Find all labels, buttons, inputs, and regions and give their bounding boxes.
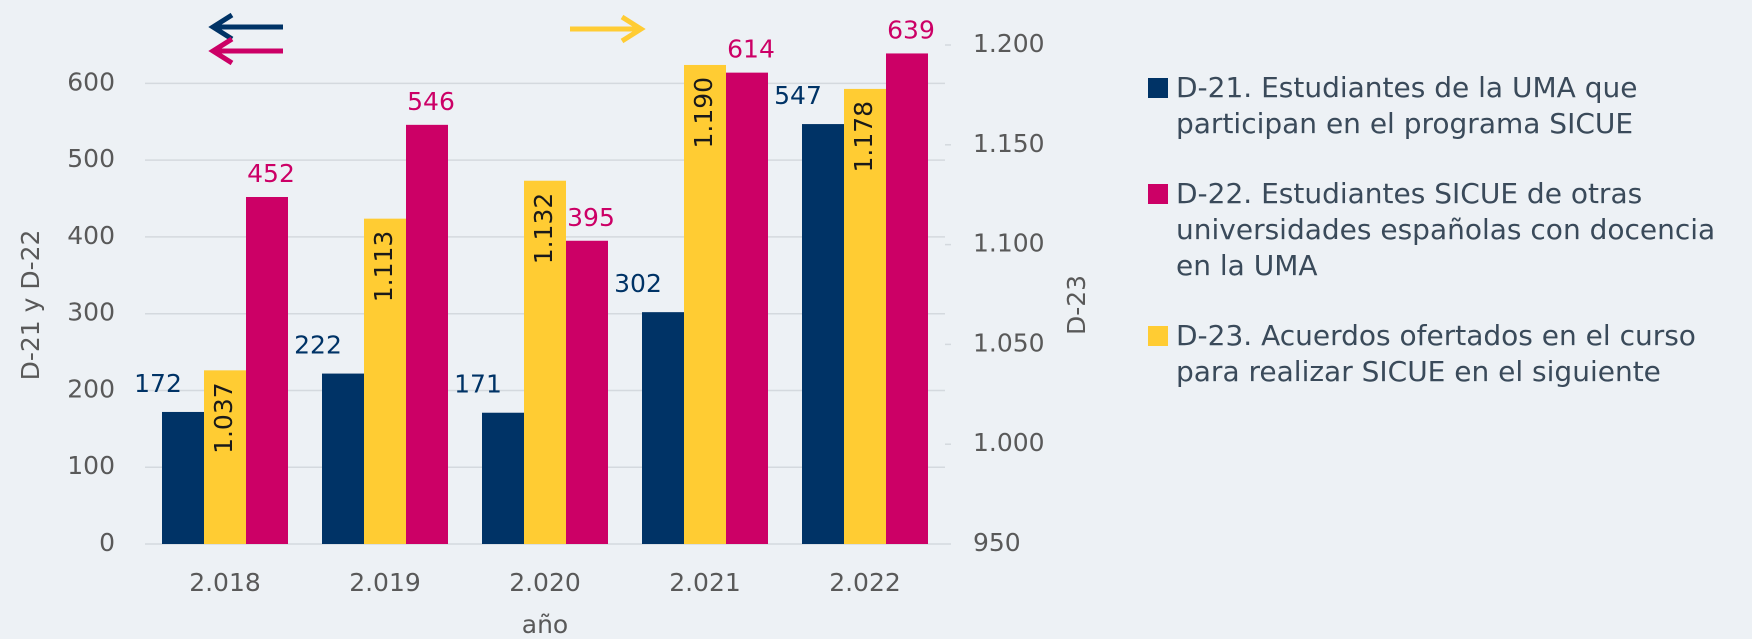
y-axis-title: D-21 y D-22 bbox=[16, 230, 45, 381]
bar bbox=[802, 124, 844, 544]
y-tick-label: 0 bbox=[99, 528, 115, 557]
legend-item: D-21. Estudiantes de la UMA que particip… bbox=[1148, 70, 1748, 142]
y2-tick-label: 1.000 bbox=[973, 428, 1045, 457]
x-tick-label: 2.018 bbox=[189, 568, 261, 597]
value-label: 1.132 bbox=[529, 193, 558, 265]
bar bbox=[246, 197, 288, 544]
value-label: 222 bbox=[294, 331, 342, 360]
value-label: 1.037 bbox=[209, 382, 238, 454]
bar bbox=[524, 180, 566, 544]
y-tick-label: 300 bbox=[67, 298, 115, 327]
x-tick-label: 2.022 bbox=[829, 568, 901, 597]
bar bbox=[204, 370, 246, 544]
y2-tick-label: 1.150 bbox=[973, 129, 1045, 158]
value-label: 547 bbox=[774, 81, 822, 110]
bar bbox=[482, 412, 524, 544]
legend-label: D-22. Estudiantes SICUE de otras univers… bbox=[1176, 177, 1716, 282]
value-label: 614 bbox=[727, 35, 775, 64]
legend-swatch bbox=[1148, 78, 1168, 98]
legend-item: D-23. Acuerdos ofertados en el curso par… bbox=[1148, 318, 1748, 390]
y-tick-label: 600 bbox=[67, 67, 115, 96]
y2-tick-label: 1.050 bbox=[973, 328, 1045, 357]
bar bbox=[844, 88, 886, 545]
value-label: 172 bbox=[134, 369, 182, 398]
bar bbox=[162, 411, 204, 544]
x-tick-label: 2.019 bbox=[349, 568, 421, 597]
bar bbox=[886, 53, 928, 545]
bar bbox=[406, 124, 448, 544]
bar bbox=[364, 218, 406, 545]
value-label: 302 bbox=[614, 269, 662, 298]
legend-label: D-23. Acuerdos ofertados en el curso par… bbox=[1176, 319, 1696, 388]
legend-swatch bbox=[1148, 326, 1168, 346]
bar bbox=[642, 312, 684, 544]
value-label: 395 bbox=[567, 203, 615, 232]
value-label: 639 bbox=[887, 15, 935, 44]
y2-tick-label: 1.100 bbox=[973, 229, 1045, 258]
value-label: 452 bbox=[247, 159, 295, 188]
x-tick-label: 2.020 bbox=[509, 568, 581, 597]
value-label: 171 bbox=[454, 370, 502, 399]
y-tick-label: 100 bbox=[67, 451, 115, 480]
direction-arrows bbox=[208, 12, 646, 66]
legend: D-21. Estudiantes de la UMA que particip… bbox=[1148, 70, 1748, 424]
bar bbox=[726, 72, 768, 544]
value-label: 546 bbox=[407, 87, 455, 116]
y2-tick-label: 950 bbox=[973, 528, 1021, 557]
bar bbox=[322, 373, 364, 544]
value-label: 1.178 bbox=[849, 101, 878, 173]
y-tick-label: 400 bbox=[67, 221, 115, 250]
y-tick-label: 500 bbox=[67, 144, 115, 173]
legend-label: D-21. Estudiantes de la UMA que particip… bbox=[1176, 71, 1638, 140]
value-label: 1.190 bbox=[689, 77, 718, 149]
y2-tick-label: 1.200 bbox=[973, 29, 1045, 58]
value-label: 1.113 bbox=[369, 231, 398, 303]
x-axis-title: año bbox=[522, 610, 568, 639]
bar bbox=[566, 240, 608, 544]
legend-swatch bbox=[1148, 184, 1168, 204]
y2-axis-title: D-23 bbox=[1062, 275, 1091, 335]
bar bbox=[684, 64, 726, 545]
legend-item: D-22. Estudiantes SICUE de otras univers… bbox=[1148, 176, 1748, 284]
x-tick-label: 2.021 bbox=[669, 568, 741, 597]
y-tick-label: 200 bbox=[67, 374, 115, 403]
